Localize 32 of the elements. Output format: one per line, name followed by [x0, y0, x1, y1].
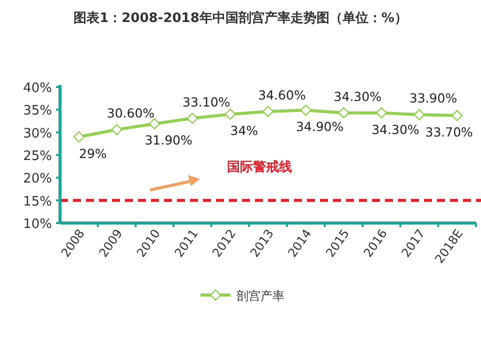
legend-label: 剖宫产率: [236, 289, 284, 303]
point: [376, 107, 388, 118]
data-label: 33.10%: [182, 94, 230, 110]
y-tick-label: 25%: [23, 149, 52, 164]
point: [111, 124, 122, 136]
data-label: 34%: [230, 123, 258, 138]
data-label: 34.60%: [258, 87, 306, 102]
point: [414, 109, 425, 120]
y-tick-label: 40%: [23, 81, 52, 96]
point: [451, 110, 463, 122]
y-tick-label: 10%: [23, 217, 52, 232]
data-label: 29%: [79, 146, 107, 161]
y-tick-label: 35%: [23, 104, 52, 119]
point: [224, 108, 236, 120]
ref-line-label: 国际警戒线: [227, 158, 292, 175]
data-label: 30.60%: [106, 106, 155, 121]
data-label: 31.90%: [144, 132, 192, 148]
data-label: 34.30%: [334, 88, 382, 104]
point: [262, 106, 274, 118]
point: [300, 104, 312, 116]
point: [148, 118, 160, 130]
y-tick-label: 30%: [23, 126, 52, 142]
point: [186, 112, 198, 124]
y-tick-label: 20%: [23, 172, 52, 187]
data-label: 34.90%: [296, 119, 344, 134]
data-label: 33.90%: [409, 90, 458, 106]
chart-title: 图表1：2008-2018年中国剖宫产率走势图（单位：%）: [74, 10, 408, 26]
point: [73, 131, 85, 142]
point: [338, 107, 350, 118]
data-label: 33.70%: [425, 124, 474, 140]
y-tick-label: 15%: [23, 194, 52, 210]
data-label: 34.30%: [372, 122, 420, 137]
